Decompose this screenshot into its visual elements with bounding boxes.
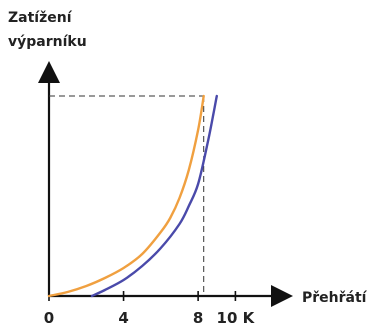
x-tick-label: 4	[118, 309, 128, 327]
series-1-line	[47, 94, 205, 298]
y-axis-title-line-2: výparníku	[8, 34, 87, 50]
reference-lines	[49, 95, 205, 296]
y-axis-title-line-1: Zatížení	[8, 10, 73, 26]
x-tick-label: 8	[193, 309, 203, 327]
x-ticks: 0 4 8 10 K	[44, 291, 256, 327]
series-2-line	[90, 94, 218, 298]
x-tick-label: 10 K	[217, 309, 256, 327]
series-group	[47, 94, 218, 298]
x-axis-title: Přehřátí	[302, 290, 368, 306]
x-tick-label: 0	[44, 309, 54, 327]
